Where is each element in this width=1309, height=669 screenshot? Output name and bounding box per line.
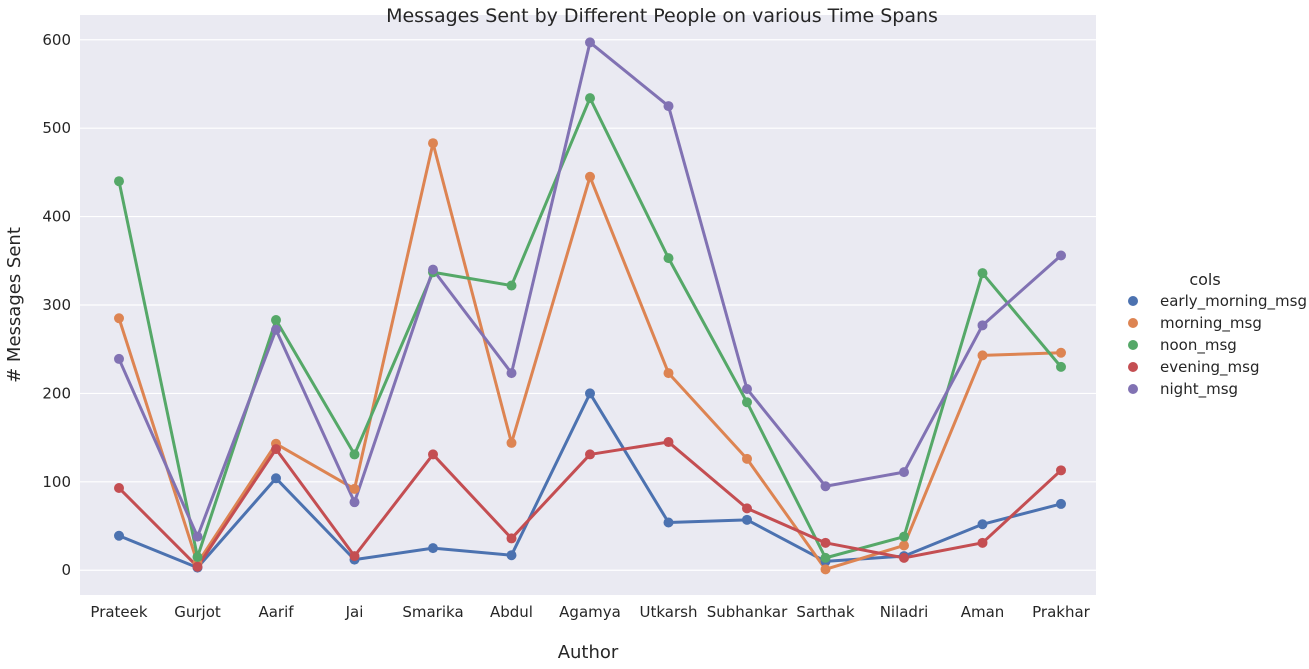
data-point-evening-msg xyxy=(742,503,752,514)
data-point-early-morning-msg xyxy=(742,514,752,525)
y-tick-label: 100 xyxy=(42,473,71,491)
y-tick-label: 600 xyxy=(42,31,71,49)
data-point-noon-msg xyxy=(899,531,909,542)
data-point-noon-msg xyxy=(585,93,595,104)
data-point-early-morning-msg xyxy=(663,517,674,528)
data-point-noon-msg xyxy=(114,176,124,187)
data-point-morning-msg xyxy=(349,483,360,494)
legend-marker xyxy=(1128,362,1138,372)
data-point-morning-msg xyxy=(899,540,909,551)
series-points xyxy=(114,37,1066,575)
x-tick-label: Subhankar xyxy=(707,603,788,621)
data-point-evening-msg xyxy=(271,444,281,455)
data-point-noon-msg xyxy=(349,449,360,460)
legend-marker xyxy=(1128,296,1138,306)
data-point-morning-msg xyxy=(663,368,674,379)
data-point-night-msg xyxy=(192,531,203,542)
legend-label: evening_msg xyxy=(1160,358,1260,377)
data-point-night-msg xyxy=(349,497,360,508)
y-tick-label: 400 xyxy=(42,208,71,226)
data-point-early-morning-msg xyxy=(1056,498,1066,509)
data-point-early-morning-msg xyxy=(977,519,988,530)
data-point-noon-msg xyxy=(1056,361,1066,372)
data-point-night-msg xyxy=(114,353,124,364)
data-point-night-msg xyxy=(428,264,438,275)
data-point-evening-msg xyxy=(820,537,831,548)
data-point-morning-msg xyxy=(742,453,752,464)
data-point-evening-msg xyxy=(428,449,438,460)
data-point-morning-msg xyxy=(820,564,831,575)
x-tick-label: Prateek xyxy=(90,603,147,621)
data-point-noon-msg xyxy=(742,397,752,408)
x-tick-label: Sarthak xyxy=(796,603,854,621)
data-point-early-morning-msg xyxy=(428,543,438,554)
data-point-evening-msg xyxy=(977,537,988,548)
legend-marker xyxy=(1128,340,1138,350)
x-tick-label: Utkarsh xyxy=(640,603,698,621)
data-point-morning-msg xyxy=(977,350,988,361)
x-axis-ticks: Prateek Gurjot Aarif Jai Smarika Abdul Agamya U… xyxy=(90,603,1090,621)
data-point-noon-msg xyxy=(820,552,831,563)
data-point-morning-msg xyxy=(114,313,124,324)
legend-marker xyxy=(1128,318,1138,328)
x-tick-label: Niladri xyxy=(880,603,929,621)
y-tick-label: 500 xyxy=(42,119,71,137)
data-point-noon-msg xyxy=(271,315,281,326)
data-point-morning-msg xyxy=(428,138,438,149)
x-tick-label: Smarika xyxy=(402,603,463,621)
x-axis-title: Author xyxy=(558,642,619,663)
data-point-evening-msg xyxy=(1056,465,1066,476)
data-point-noon-msg xyxy=(192,551,203,562)
y-axis-ticks: 0 100 200 300 400 500 600 xyxy=(42,31,71,579)
data-point-early-morning-msg xyxy=(585,388,595,399)
legend-label: early_morning_msg xyxy=(1160,292,1307,311)
data-point-night-msg xyxy=(663,101,674,112)
data-point-early-morning-msg xyxy=(506,550,517,561)
legend-title: cols xyxy=(1189,270,1220,289)
data-point-evening-msg xyxy=(349,551,360,562)
y-tick-label: 300 xyxy=(42,296,71,314)
x-tick-label: Prakhar xyxy=(1032,603,1091,621)
data-point-evening-msg xyxy=(506,533,517,544)
data-point-night-msg xyxy=(585,37,595,48)
x-tick-label: Aarif xyxy=(258,603,294,621)
data-point-noon-msg xyxy=(663,253,674,264)
data-point-evening-msg xyxy=(663,437,674,448)
legend-label: morning_msg xyxy=(1160,314,1262,333)
chart-title: Messages Sent by Different People on var… xyxy=(386,5,938,27)
x-tick-label: Abdul xyxy=(490,603,533,621)
data-point-evening-msg xyxy=(899,552,909,563)
data-point-evening-msg xyxy=(585,449,595,460)
legend-marker xyxy=(1128,384,1138,394)
data-point-noon-msg xyxy=(977,268,988,279)
y-tick-label: 0 xyxy=(61,561,71,579)
data-point-night-msg xyxy=(506,368,517,379)
data-point-early-morning-msg xyxy=(114,530,124,541)
y-tick-label: 200 xyxy=(42,384,71,402)
data-point-early-morning-msg xyxy=(271,473,281,484)
data-point-night-msg xyxy=(271,324,281,335)
legend-label: night_msg xyxy=(1160,380,1238,399)
data-point-night-msg xyxy=(1056,250,1066,261)
x-tick-label: Jai xyxy=(345,603,364,621)
data-point-evening-msg xyxy=(114,483,124,494)
data-point-morning-msg xyxy=(506,437,517,448)
y-axis-title: # Messages Sent xyxy=(4,227,25,383)
data-point-night-msg xyxy=(977,320,988,331)
x-tick-label: Aman xyxy=(961,603,1005,621)
legend: cols early_morning_msg morning_msg noon_ms… xyxy=(1128,270,1307,399)
x-tick-label: Agamya xyxy=(559,603,621,621)
x-tick-label: Gurjot xyxy=(174,603,221,621)
data-point-morning-msg xyxy=(1056,347,1066,358)
legend-label: noon_msg xyxy=(1160,336,1237,355)
data-point-morning-msg xyxy=(585,171,595,182)
data-point-evening-msg xyxy=(192,561,203,572)
data-point-night-msg xyxy=(820,481,831,492)
data-point-night-msg xyxy=(742,383,752,394)
data-point-noon-msg xyxy=(506,280,517,291)
data-point-night-msg xyxy=(899,467,909,478)
